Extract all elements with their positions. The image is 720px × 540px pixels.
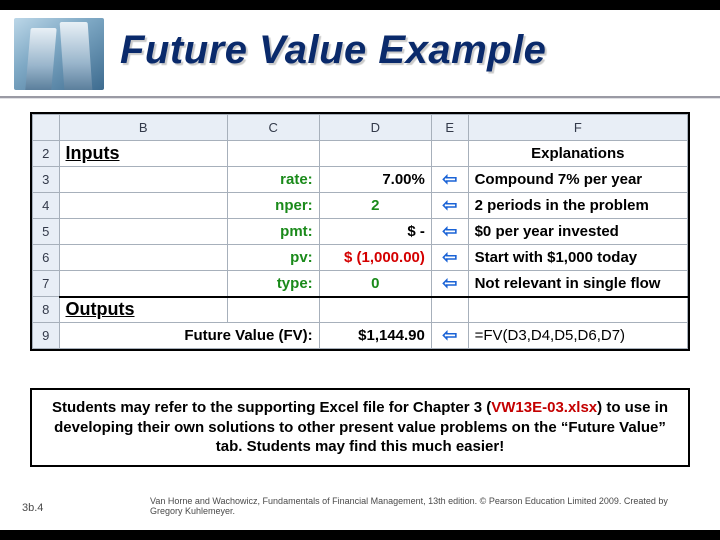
cell-param-label: type: xyxy=(227,271,319,297)
column-header-row: BCDEF xyxy=(33,115,688,141)
table-row: 6 pv:$ (1,000.00) ⇦ Start with $1,000 today xyxy=(33,245,688,271)
arrow-icon: ⇦ xyxy=(431,193,468,219)
note-file-name: VW13E-03.xlsx xyxy=(491,399,597,416)
cell-explanation: =FV(D3,D4,D5,D6,D7) xyxy=(468,323,687,349)
row-header: 8 xyxy=(33,297,60,323)
credit-line: Van Horne and Wachowicz, Fundamentals of… xyxy=(150,496,700,516)
table-row: 3 rate:7.00% ⇦ Compound 7% per year xyxy=(33,167,688,193)
arrow-icon: ⇦ xyxy=(431,245,468,271)
table-row: 7 type:0 ⇦ Not relevant in single flow xyxy=(33,271,688,297)
cell-param-label: nper: xyxy=(227,193,319,219)
left-arrow-icon: ⇦ xyxy=(442,221,457,241)
arrow-icon: ⇦ xyxy=(431,167,468,193)
cell-empty xyxy=(319,297,431,323)
bottom-border xyxy=(0,530,720,540)
left-arrow-icon: ⇦ xyxy=(442,325,457,345)
spreadsheet-frame: BCDEF 2InputsExplanations3rate:7.00%⇦Com… xyxy=(30,112,690,351)
cell-empty xyxy=(59,219,227,245)
cell-empty xyxy=(59,271,227,297)
row-header: 2 xyxy=(33,141,60,167)
left-arrow-icon: ⇦ xyxy=(442,273,457,293)
logo-photo xyxy=(14,18,104,90)
cell-explanation: Compound 7% per year xyxy=(468,167,687,193)
slide-title: Future Value Example xyxy=(120,28,700,73)
cell-label: Future Value (FV): xyxy=(59,323,319,349)
note-text-pre: Students may refer to the supporting Exc… xyxy=(52,399,491,416)
row-header: 7 xyxy=(33,271,60,297)
table-row: 4 nper:2 ⇦ 2 periods in the problem xyxy=(33,193,688,219)
left-arrow-icon: ⇦ xyxy=(442,169,457,189)
title-rule xyxy=(0,96,720,99)
cell-param-label: pv: xyxy=(227,245,319,271)
cell-explanation: $0 per year invested xyxy=(468,219,687,245)
cell-empty xyxy=(227,297,319,323)
cell-section-label: Inputs xyxy=(59,141,227,167)
cell-value: $ - xyxy=(319,219,431,245)
col-header-C: C xyxy=(227,115,319,141)
cell-empty xyxy=(431,297,468,323)
cell-value: 7.00% xyxy=(319,167,431,193)
col-header-D: D xyxy=(319,115,431,141)
row-header: 5 xyxy=(33,219,60,245)
arrow-icon: ⇦ xyxy=(431,219,468,245)
spreadsheet-table: BCDEF 2InputsExplanations3rate:7.00%⇦Com… xyxy=(32,114,688,349)
table-row: 5 pmt:$ - ⇦ $0 per year invested xyxy=(33,219,688,245)
note-box: Students may refer to the supporting Exc… xyxy=(30,388,690,467)
slide-number: 3b.4 xyxy=(22,502,43,514)
left-arrow-icon: ⇦ xyxy=(442,247,457,267)
cell-empty xyxy=(431,141,468,167)
cell-value: 0 xyxy=(319,271,431,297)
cell-explanation: Not relevant in single flow xyxy=(468,271,687,297)
cell-empty xyxy=(59,245,227,271)
row-header: 6 xyxy=(33,245,60,271)
cell-section-label: Outputs xyxy=(59,297,227,323)
col-header-F: F xyxy=(468,115,687,141)
row-header: 4 xyxy=(33,193,60,219)
cell-value: $1,144.90 xyxy=(319,323,431,349)
cell-explanation: Explanations xyxy=(468,141,687,167)
cell-empty xyxy=(319,141,431,167)
col-header-B: B xyxy=(59,115,227,141)
row-header: 9 xyxy=(33,323,60,349)
row-header-corner xyxy=(33,115,60,141)
cell-empty xyxy=(227,141,319,167)
cell-param-label: pmt: xyxy=(227,219,319,245)
cell-explanation: Start with $1,000 today xyxy=(468,245,687,271)
left-arrow-icon: ⇦ xyxy=(442,195,457,215)
arrow-icon: ⇦ xyxy=(431,271,468,297)
table-row: 2Inputs Explanations xyxy=(33,141,688,167)
top-border xyxy=(0,0,720,10)
cell-empty xyxy=(59,167,227,193)
table-row: 8Outputs xyxy=(33,297,688,323)
cell-explanation: 2 periods in the problem xyxy=(468,193,687,219)
cell-value: $ (1,000.00) xyxy=(319,245,431,271)
arrow-icon: ⇦ xyxy=(431,323,468,349)
cell-param-label: rate: xyxy=(227,167,319,193)
cell-empty xyxy=(468,297,687,323)
cell-value: 2 xyxy=(319,193,431,219)
row-header: 3 xyxy=(33,167,60,193)
cell-empty xyxy=(59,193,227,219)
col-header-E: E xyxy=(431,115,468,141)
table-row: 9Future Value (FV):$1,144.90 ⇦ =FV(D3,D4,D… xyxy=(33,323,688,349)
slide: Future Value Example BCDEF 2InputsExplan… xyxy=(0,0,720,540)
